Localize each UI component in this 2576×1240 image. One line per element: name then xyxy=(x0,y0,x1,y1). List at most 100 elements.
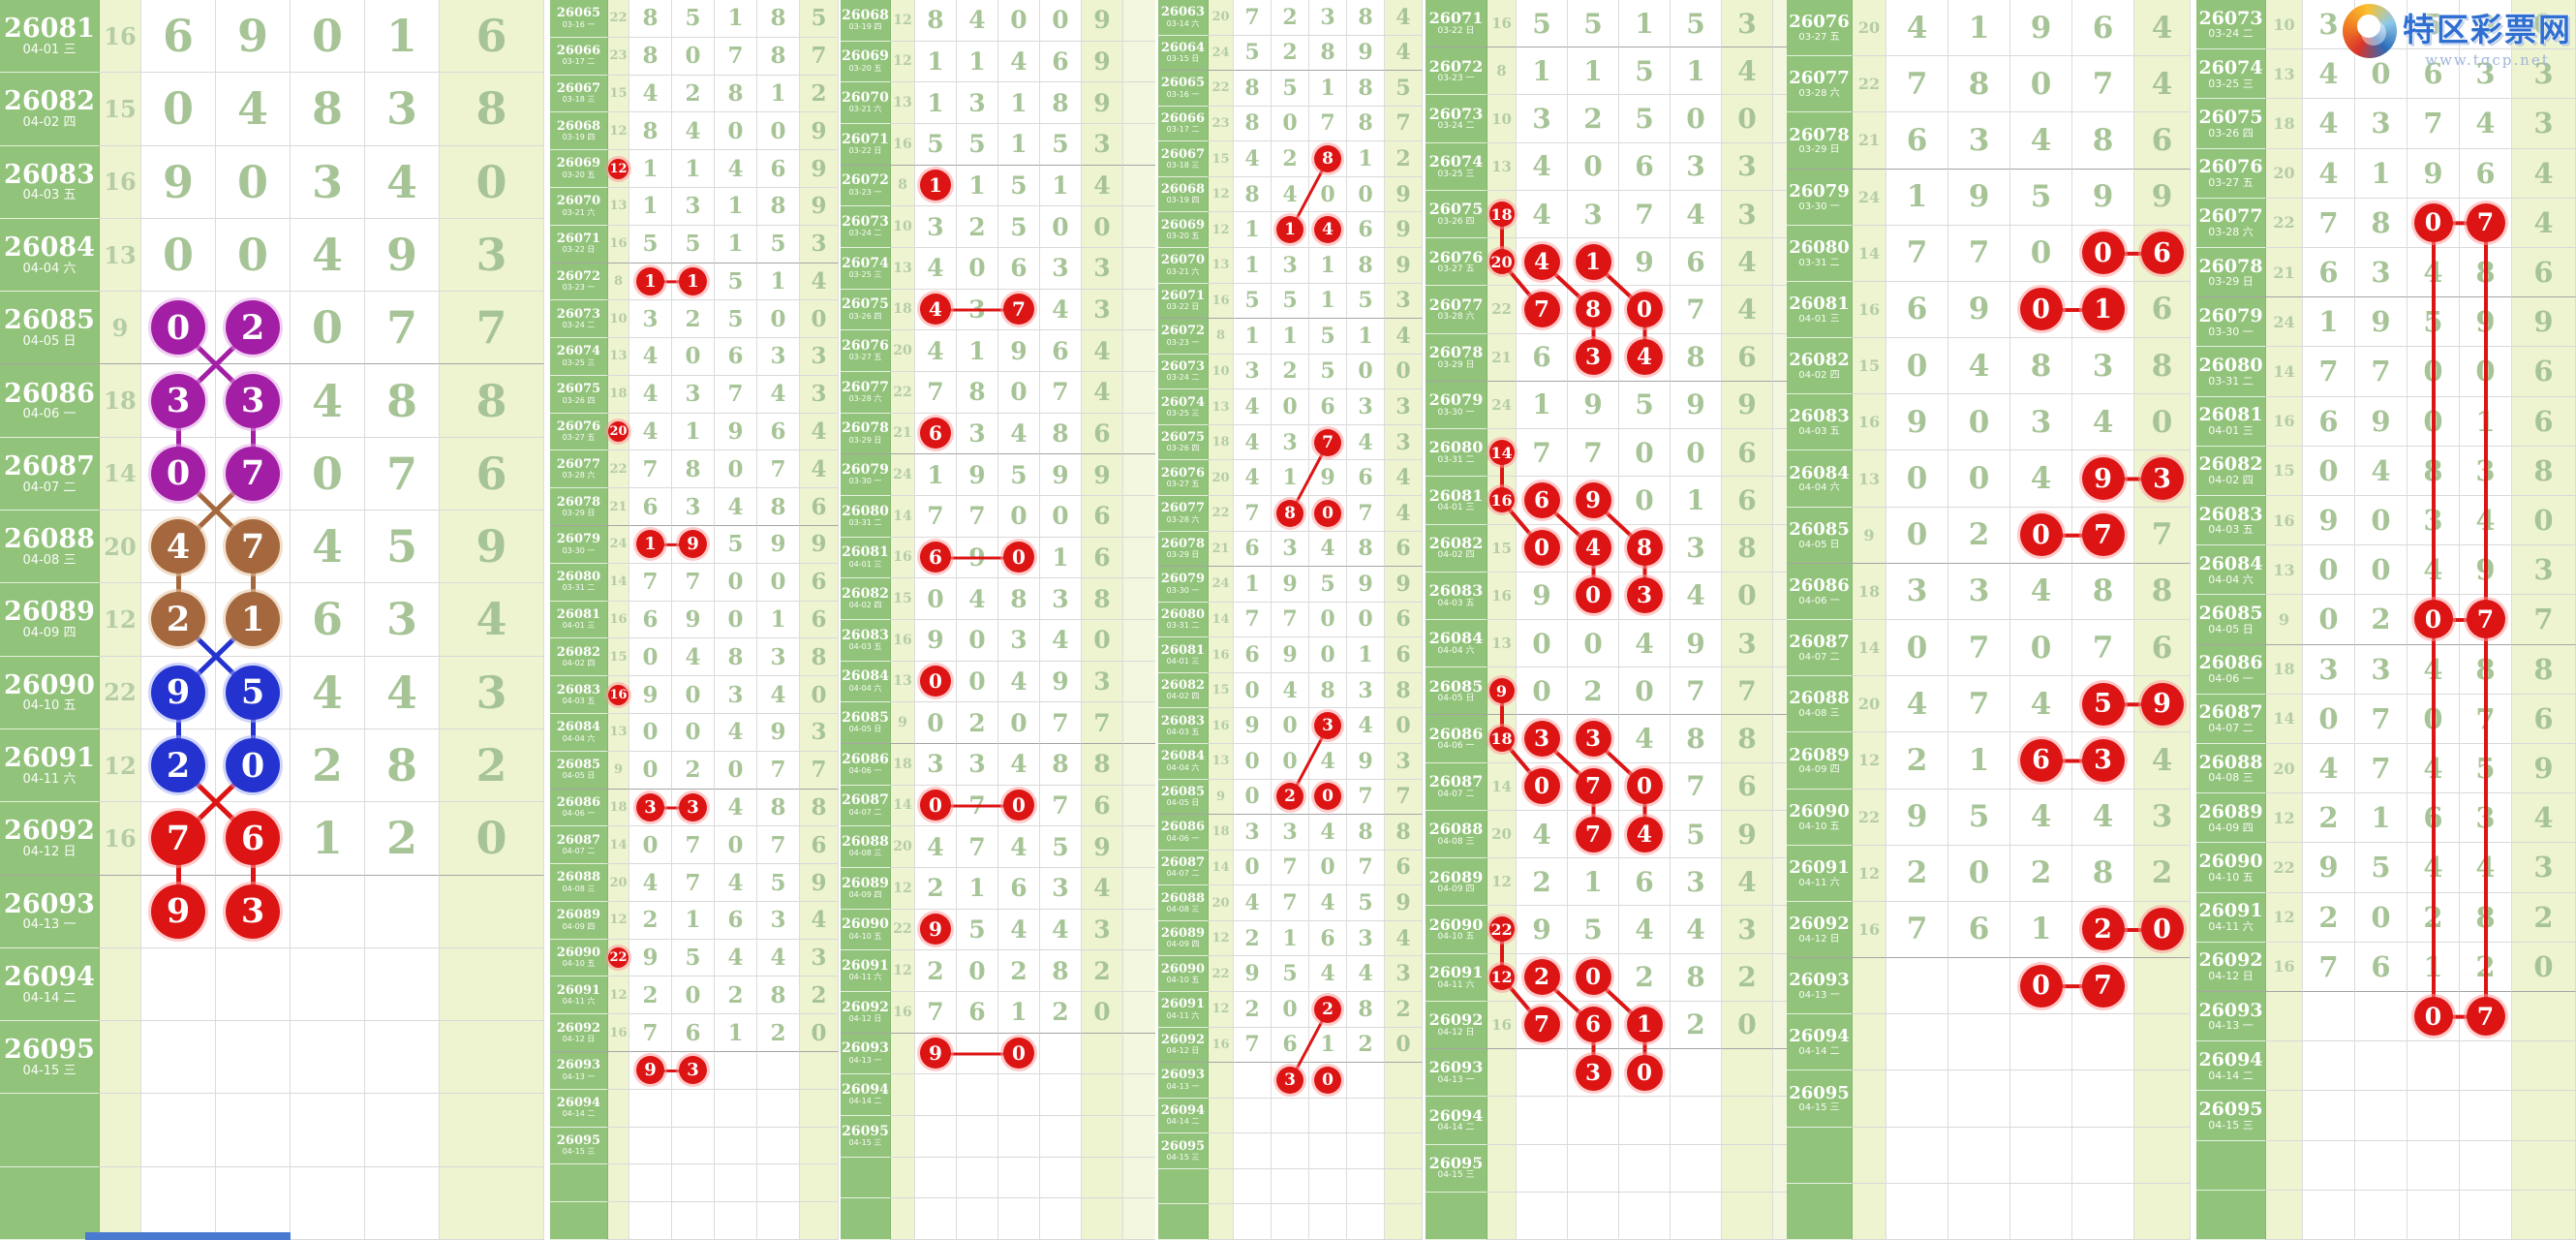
logo-text: 特区彩票网 www.tqcp.net xyxy=(2403,4,2572,69)
draw-date: 03-23 一 xyxy=(562,283,596,293)
digit-value: 7 xyxy=(770,757,786,784)
digit-cell: 9 xyxy=(1671,381,1722,430)
digit-cell: 4 xyxy=(291,511,365,584)
draw-date: 04-05 日 xyxy=(562,771,596,781)
digit-cell: 8 xyxy=(1040,950,1082,992)
draw-date: 04-13 一 xyxy=(1437,1075,1475,1086)
period-number: 26076 xyxy=(2198,156,2263,178)
period-number: 26080 xyxy=(1789,236,1850,258)
draw-date: 04-01 三 xyxy=(848,559,882,569)
digit-value: 2 xyxy=(968,708,986,737)
circled-digit: 2 xyxy=(151,592,205,647)
sum-cell: 24 xyxy=(2266,297,2303,348)
digit-value: 0 xyxy=(1093,626,1111,655)
digit-value: 9 xyxy=(770,531,786,558)
digit-cell: 0 xyxy=(141,73,216,146)
digit-value: 14 xyxy=(2273,361,2295,381)
digit-cell: 2 xyxy=(1272,779,1309,816)
digit-cell: 3 xyxy=(1272,1063,1309,1099)
draw-date: 04-06 一 xyxy=(22,407,77,422)
period-label: 26080 03-31 二 xyxy=(841,496,891,538)
digit-cell: 7 xyxy=(800,751,839,790)
digit-cell: 3 xyxy=(2407,496,2460,546)
draw-date: 03-23 一 xyxy=(848,187,882,197)
sum-cell: 22 xyxy=(1487,906,1517,954)
period-label: 26077 03-28 六 xyxy=(2196,198,2266,248)
digit-cell: 3 xyxy=(216,875,291,948)
digit-value: 2 xyxy=(770,1019,786,1046)
spacer-cell xyxy=(1773,190,1787,239)
draw-row-26068: 26068 03-19 四 12 8 4 0 0 9 xyxy=(841,0,1155,42)
circled-digit: 16 xyxy=(608,684,629,705)
digit-value: 7 xyxy=(811,43,827,70)
digit-cell: 7 xyxy=(2512,595,2576,645)
period-label: 26091 04-11 六 xyxy=(1426,953,1487,1002)
digit-value: 0 xyxy=(770,305,786,332)
period-label: 26089 04-09 四 xyxy=(841,868,891,910)
sum-cell: 12 xyxy=(2266,892,2303,943)
digit-value: 12 xyxy=(893,53,912,70)
digit-cell: 0 xyxy=(1671,429,1722,478)
sum-cell: 14 xyxy=(608,826,629,865)
period-label: 26069 03-20 五 xyxy=(1158,212,1209,248)
sum-cell: 24 xyxy=(608,526,629,564)
period-label: 26083 04-03 五 xyxy=(0,145,100,219)
digit-value: 0 xyxy=(2030,66,2052,102)
digit-value: 8 xyxy=(2475,256,2496,290)
period-number: 26094 xyxy=(2198,1048,2263,1070)
digit-value: 16 xyxy=(893,136,912,152)
digit-cell: 0 xyxy=(1309,176,1347,213)
circled-digit: 1 xyxy=(636,266,664,295)
draw-row-26094: 26094 04-14 二 xyxy=(1426,1097,1787,1145)
digit-value: 16 xyxy=(1857,919,1881,939)
digit-value: 16 xyxy=(104,168,137,197)
digit-value: 4 xyxy=(2151,66,2173,102)
period-number: 26087 xyxy=(2198,701,2263,724)
digit-cell: 6 xyxy=(2072,0,2134,57)
digit-cell: 3 xyxy=(2010,394,2072,451)
digit-cell: 9 xyxy=(1082,0,1123,42)
digit-cell: 6 xyxy=(1517,333,1568,382)
period-number: 26083 xyxy=(1160,713,1206,728)
digit-cell: 1 xyxy=(2072,281,2134,339)
digit-cell: 8 xyxy=(1948,56,2010,113)
period-label: 26078 03-29 日 xyxy=(1426,333,1487,382)
sum-cell: 21 xyxy=(1487,333,1517,382)
digit-value: 1 xyxy=(1282,323,1298,349)
digit-cell: 7 xyxy=(800,37,839,76)
digit-cell xyxy=(141,1166,216,1240)
digit-cell: 9 xyxy=(672,601,715,639)
digit-cell: 0 xyxy=(1082,206,1123,248)
sum-cell: 18 xyxy=(1853,563,1886,620)
digit-cell: 4 xyxy=(1272,176,1309,213)
digit-cell: 1 xyxy=(1347,319,1385,355)
digit-value: 0 xyxy=(2475,355,2496,388)
digit-cell xyxy=(2355,1140,2407,1191)
digit-cell xyxy=(216,947,291,1022)
digit-cell: 3 xyxy=(440,218,544,293)
digit-value: 3 xyxy=(1358,925,1373,951)
period-number: 26073 xyxy=(1160,358,1206,374)
digit-cell: 2 xyxy=(2460,942,2512,992)
circled-digit: 0 xyxy=(1626,1054,1663,1091)
digit-value: 2 xyxy=(1395,146,1411,172)
digit-value: 3 xyxy=(2533,57,2554,91)
digit-value: 3 xyxy=(2371,107,2391,140)
digit-cell: 3 xyxy=(1722,906,1773,954)
digit-cell: 0 xyxy=(216,218,291,293)
digit-value: 7 xyxy=(770,455,786,482)
digit-cell: 8 xyxy=(1385,672,1423,709)
digit-value: 7 xyxy=(1906,912,1928,947)
digit-cell xyxy=(757,1164,800,1203)
draw-row-26077: 26077 03-28 六 22 7 8 0 7 4 xyxy=(550,450,839,489)
digit-value: 8 xyxy=(1244,75,1260,101)
digit-cell: 1 xyxy=(1671,47,1722,96)
digit-value: 4 xyxy=(2371,453,2391,487)
digit-cell: 0 xyxy=(1568,620,1619,668)
draw-date: 03-20 五 xyxy=(562,170,596,179)
digit-cell: 1 xyxy=(757,75,800,113)
digit-cell: 9 xyxy=(915,1033,957,1075)
digit-cell: 1 xyxy=(672,901,715,940)
period-number: 26085 xyxy=(1789,518,1850,540)
period-number: 26075 xyxy=(2198,106,2263,128)
